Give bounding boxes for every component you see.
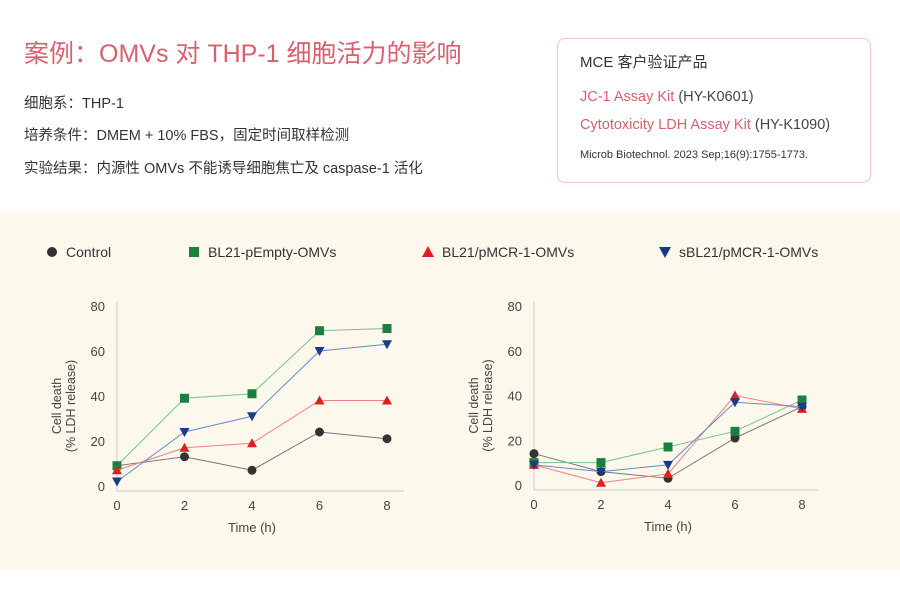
y-tick-label: 80 <box>91 299 105 314</box>
data-point-triangle-down <box>596 467 606 477</box>
series-line <box>534 399 803 464</box>
y-tick-label: 60 <box>91 344 105 359</box>
product-code: (HY-K0601) <box>678 89 754 105</box>
x-tick-label: 4 <box>664 497 671 512</box>
data-point-triangle-down <box>247 412 257 422</box>
circle-marker-icon <box>47 247 57 257</box>
data-point-triangle-down <box>730 398 740 408</box>
x-tick-label: 8 <box>798 497 805 512</box>
data-point-square <box>180 393 189 403</box>
legend-item-pmcr: BL21/pMCR-1-OMVs <box>422 244 574 260</box>
x-axis-label: Time (h) <box>228 520 276 535</box>
chart-1: 0 20 40 60 80 0 2 4 6 8 Time (h) Cell death (% LDH r… <box>50 299 404 535</box>
y-axis-label-units: (% LDH release) <box>481 359 495 451</box>
y-axis-label: Cell death <box>467 377 481 433</box>
y-tick-label: 40 <box>91 389 105 404</box>
result-text: 实验结果：内源性 OMVs 不能诱导细胞焦亡及 caspase-1 活化 <box>24 161 423 177</box>
data-point-circle <box>247 465 257 475</box>
series-line <box>116 431 388 471</box>
products-heading: MCE 客户验证产品 <box>580 54 708 71</box>
data-point-circle <box>180 452 189 462</box>
y-tick-label: 60 <box>508 344 522 359</box>
y-axis-label-units: (% LDH release) <box>64 360 78 452</box>
data-point-triangle-up <box>314 395 325 405</box>
y-tick-label: 0 <box>98 479 105 494</box>
y-tick-label: 0 <box>515 478 522 493</box>
chart-2: 0 20 40 60 80 0 2 4 6 8 Time (h) Cell death (% LDH r… <box>467 299 818 534</box>
data-point-triangle-down <box>112 477 122 487</box>
data-point-circle <box>529 449 539 459</box>
data-point-square <box>596 458 606 468</box>
data-point-circle <box>382 434 392 444</box>
data-point-square <box>382 324 392 333</box>
data-point-circle <box>315 427 324 437</box>
x-tick-label: 2 <box>597 497 604 512</box>
data-point-triangle-down <box>529 460 539 470</box>
series-line <box>116 400 387 471</box>
data-point-square <box>663 442 673 452</box>
x-tick-label: 0 <box>530 497 537 512</box>
y-axis-label: Cell death <box>50 378 64 434</box>
data-point-triangle-up <box>382 395 392 405</box>
products-box: MCE 客户验证产品 JC-1 Assay Kit (HY-K0601) Cyt… <box>557 38 871 183</box>
x-tick-label: 8 <box>383 498 390 513</box>
page-title: 案例：OMVs 对 THP-1 细胞活力的影响 <box>24 40 462 68</box>
cell-line-text: 细胞系：THP-1 <box>24 96 124 112</box>
data-point-triangle-up <box>247 438 257 448</box>
x-tick-label: 6 <box>731 497 738 512</box>
data-point-triangle-up <box>179 442 190 452</box>
data-point-triangle-up <box>112 465 122 475</box>
data-point-triangle-down <box>314 347 325 356</box>
data-point-square <box>797 395 807 405</box>
reference-text: Microb Biotechnol. 2023 Sep;16(9):1755-1… <box>580 149 809 161</box>
data-point-triangle-up <box>596 477 606 487</box>
data-point-triangle-up <box>663 468 673 478</box>
x-axis-label: Time (h) <box>644 519 692 534</box>
x-tick-label: 0 <box>113 498 120 513</box>
legend-item-control: Control <box>46 244 111 260</box>
y-tick-label: 40 <box>508 389 522 404</box>
chart-panel <box>0 212 900 570</box>
culture-text: 培养条件：DMEM + 10% FBS，固定时间取样检测 <box>24 128 350 144</box>
legend-item-spmcr: sBL21/pMCR-1-OMVs <box>659 244 818 260</box>
y-tick-label: 20 <box>508 433 522 448</box>
y-tick-label: 20 <box>91 434 105 449</box>
data-point-triangle-down <box>382 340 392 350</box>
data-point-triangle-down <box>663 460 673 470</box>
data-point-square <box>315 326 324 336</box>
triangle-down-marker-icon <box>659 247 671 258</box>
data-point-triangle-down <box>179 428 190 437</box>
y-tick-label: 80 <box>508 299 522 314</box>
square-marker-icon <box>189 247 199 257</box>
x-tick-label: 4 <box>248 498 255 513</box>
x-tick-label: 2 <box>181 498 188 513</box>
data-point-square <box>730 426 740 436</box>
data-point-triangle-up <box>730 390 740 400</box>
data-point-triangle-down <box>797 402 807 412</box>
product-link-jc1[interactable]: JC-1 Assay Kit <box>580 89 675 105</box>
product-link-ldh[interactable]: Cytotoxicity LDH Assay Kit <box>580 117 751 133</box>
triangle-up-marker-icon <box>422 246 434 257</box>
data-point-square <box>247 389 257 399</box>
product-code: (HY-K1090) <box>754 117 831 133</box>
x-tick-label: 6 <box>316 498 323 513</box>
legend-item-empty: BL21-pEmpty-OMVs <box>188 244 336 260</box>
